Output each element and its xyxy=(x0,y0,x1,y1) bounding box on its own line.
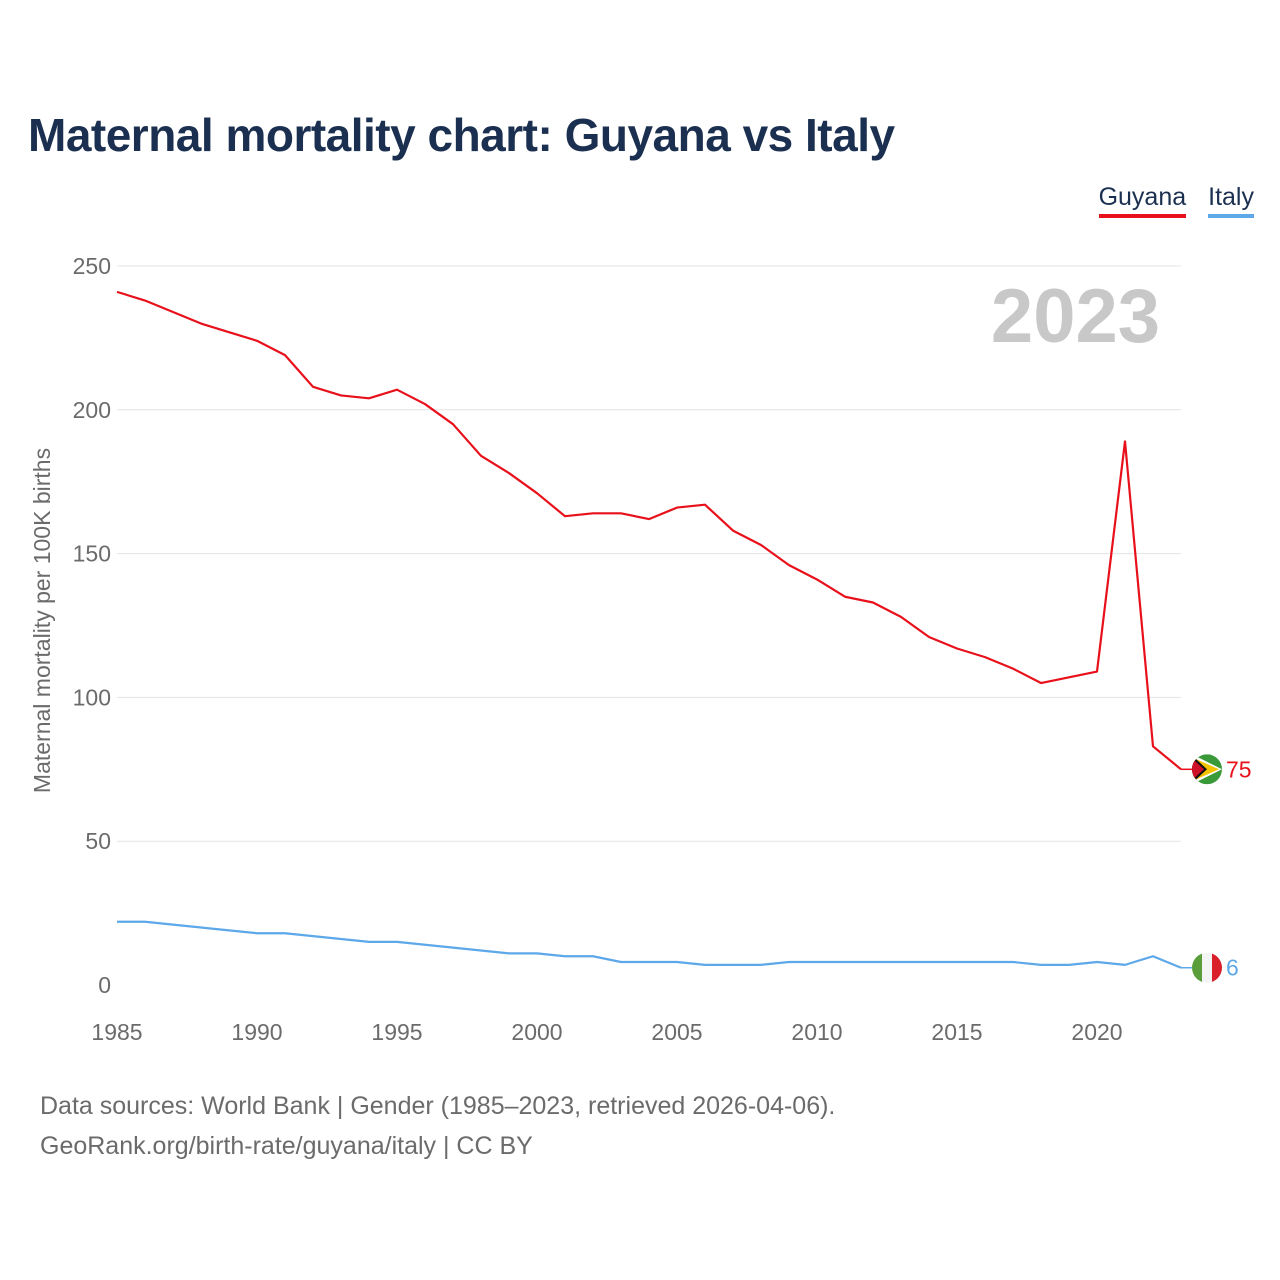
flag-italy-white xyxy=(1202,952,1212,983)
y-axis-label: Maternal mortality per 100K births xyxy=(29,448,55,793)
series-line-guyana xyxy=(116,290,1182,771)
flag-icon-guyana xyxy=(1192,754,1222,785)
x-tick-label-2015: 2015 xyxy=(931,1019,982,1045)
x-tick-label-2000: 2000 xyxy=(511,1019,562,1045)
chart-title: Maternal mortality chart: Guyana vs Ital… xyxy=(28,109,895,161)
y-tick-label-0: 0 xyxy=(98,972,111,998)
flag-guyana-red xyxy=(1192,758,1204,781)
end-value-label-italy: 6 xyxy=(1226,955,1239,981)
legend: Guyana Italy xyxy=(1098,183,1254,218)
x-tick-label-1995: 1995 xyxy=(371,1019,422,1045)
credit-link[interactable]: GeoRank.org/birth-rate/guyana/italy | CC… xyxy=(40,1132,533,1160)
flag-italy-green xyxy=(1192,952,1202,983)
end-value-label-guyana: 75 xyxy=(1226,756,1252,782)
x-tick-label-2005: 2005 xyxy=(651,1019,702,1045)
y-tick-label-100: 100 xyxy=(73,684,111,710)
flag-italy-red xyxy=(1212,952,1222,983)
y-tick-label-150: 150 xyxy=(73,541,111,567)
footer: Data sources: World Bank | Gender (1985–… xyxy=(40,1086,835,1166)
flag-icon-italy xyxy=(1192,952,1222,983)
x-tick-label-2010: 2010 xyxy=(791,1019,842,1045)
x-tick-label-1985: 1985 xyxy=(91,1019,142,1045)
x-tick-label-1990: 1990 xyxy=(231,1019,282,1045)
legend-item-guyana[interactable]: Guyana xyxy=(1098,183,1187,218)
series-line-italy xyxy=(117,920,1182,969)
y-tick-label-50: 50 xyxy=(85,828,111,854)
y-tick-label-250: 250 xyxy=(73,253,111,279)
data-sources-note: Data sources: World Bank | Gender (1985–… xyxy=(40,1092,836,1120)
year-label: 2023 xyxy=(991,274,1160,359)
x-tick-label-2020: 2020 xyxy=(1071,1019,1122,1045)
y-tick-label-200: 200 xyxy=(73,397,111,423)
legend-item-italy[interactable]: Italy xyxy=(1208,183,1254,218)
